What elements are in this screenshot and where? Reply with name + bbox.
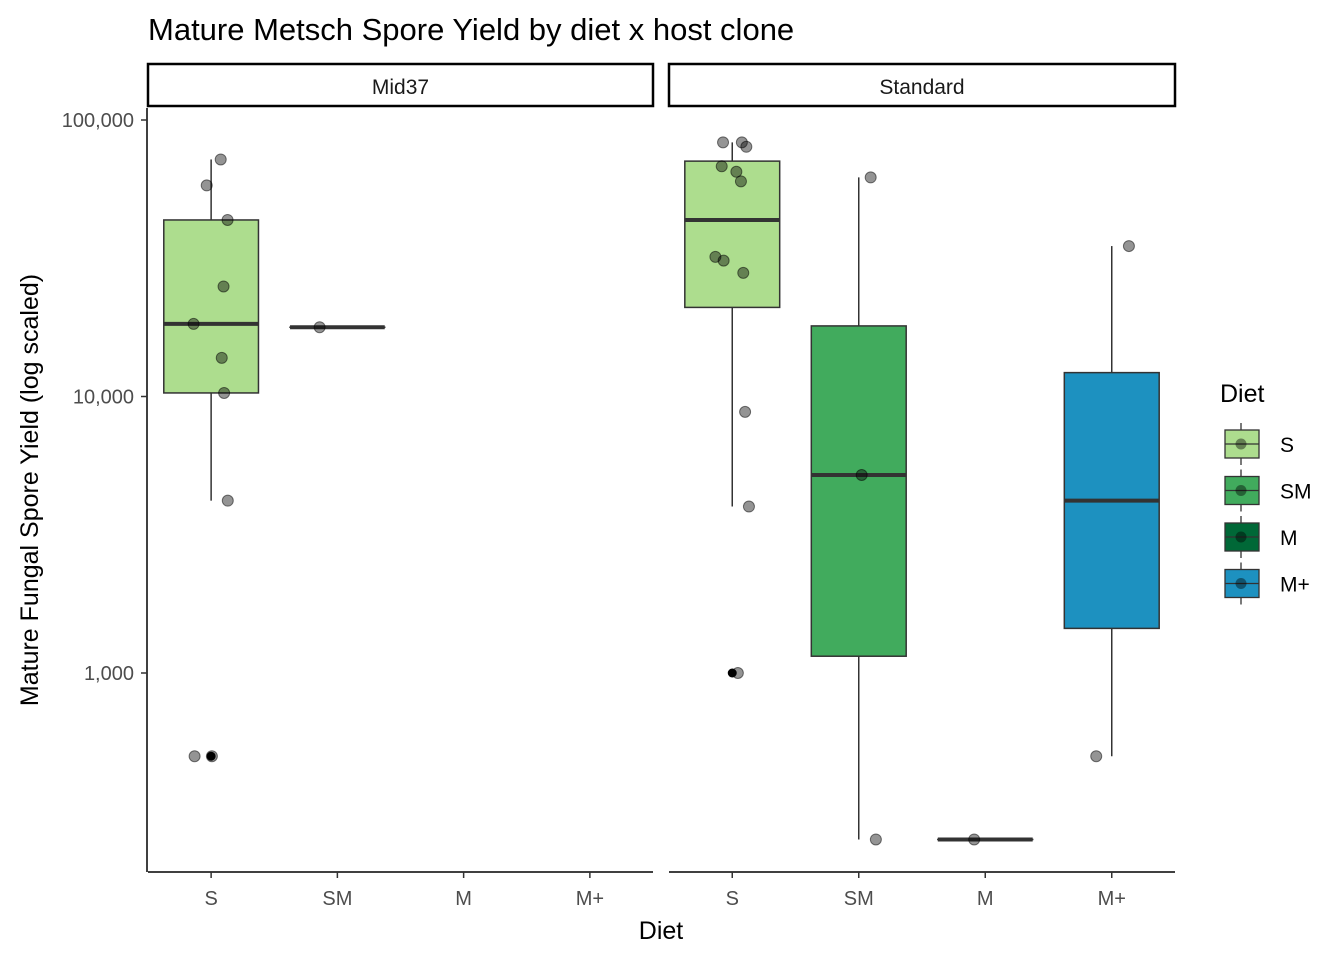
data-point <box>730 165 743 178</box>
legend-key-point <box>1235 438 1247 450</box>
data-point <box>217 280 230 293</box>
data-point <box>855 469 868 482</box>
y-tick-label: 10,000 <box>73 387 134 409</box>
y-axis: 1,000 10,000 100,000 <box>62 108 148 872</box>
y-tick-label: 100,000 <box>62 110 134 132</box>
x-tick-label: M+ <box>1098 888 1126 910</box>
chart-title: Mature Metsch Spore Yield by diet x host… <box>148 12 794 47</box>
box-body <box>810 325 907 657</box>
facet-strip-standard: Standard <box>667 62 1177 108</box>
legend-entry-sm: SM <box>1224 469 1312 512</box>
data-point <box>740 140 753 153</box>
box-s <box>163 153 260 763</box>
facet-label-standard: Standard <box>879 76 964 99</box>
data-point <box>215 351 228 364</box>
x-tick-label: SM <box>844 888 874 910</box>
data-point <box>742 500 755 513</box>
data-point <box>731 667 744 679</box>
data-point <box>715 160 728 173</box>
legend-entry-m: M <box>1224 516 1298 558</box>
data-point <box>1122 240 1135 253</box>
data-point <box>205 750 218 763</box>
legend-entry-mplus: M+ <box>1224 562 1310 605</box>
box-sm <box>810 171 907 846</box>
data-point <box>188 750 201 763</box>
panel-standard: S SM M M+ <box>669 136 1175 910</box>
data-point <box>739 405 752 418</box>
data-point <box>864 171 877 184</box>
x-tick-label: M <box>977 888 994 910</box>
data-point <box>968 833 981 846</box>
y-tick-label: 1,000 <box>84 663 134 685</box>
legend-entry-label: M+ <box>1280 574 1310 597</box>
data-point <box>734 175 747 188</box>
legend-entry-label: S <box>1280 434 1294 457</box>
x-tick-label: SM <box>322 888 352 910</box>
facet-strip-mid37: Mid37 <box>146 62 655 108</box>
legend-title: Diet <box>1220 380 1265 408</box>
box-body <box>163 219 260 394</box>
data-point <box>1090 750 1103 763</box>
data-point <box>221 213 234 226</box>
legend-entry-label: M <box>1280 527 1298 550</box>
legend-entry-label: SM <box>1280 481 1312 504</box>
box-m <box>937 833 1034 846</box>
legend-key-point <box>1235 485 1247 496</box>
box-sm <box>289 321 386 334</box>
panels: S SM M M+ S SM M M+ <box>148 136 1175 910</box>
data-point <box>735 136 748 149</box>
data-point <box>214 153 227 166</box>
y-axis-title: Mature Fungal Spore Yield (log scaled) <box>16 274 44 706</box>
x-tick-label: S <box>204 888 217 910</box>
data-point <box>218 386 231 399</box>
outlier-point <box>206 751 216 761</box>
legend-entry-s: S <box>1224 423 1294 465</box>
data-point <box>187 317 200 330</box>
legend-key-point <box>1235 531 1247 543</box>
data-point <box>200 179 213 192</box>
legend-key-point <box>1235 578 1247 589</box>
box-body <box>684 160 781 309</box>
data-point <box>869 833 882 846</box>
box-s <box>684 136 781 679</box>
data-point <box>717 254 730 267</box>
facet-label-mid37: Mid37 <box>372 76 429 99</box>
x-tick-label: M <box>455 888 472 910</box>
data-point <box>717 136 730 149</box>
data-point <box>737 266 750 279</box>
x-tick-label: S <box>726 888 739 910</box>
box-mplus <box>1063 240 1160 763</box>
legend: Diet S SM M M+ <box>1220 380 1312 605</box>
x-axis-title: Diet <box>639 917 684 945</box>
x-tick-label: M+ <box>576 888 604 910</box>
data-point <box>313 321 326 334</box>
data-point <box>221 494 234 507</box>
panel-mid37: S SM M M+ <box>148 153 653 910</box>
